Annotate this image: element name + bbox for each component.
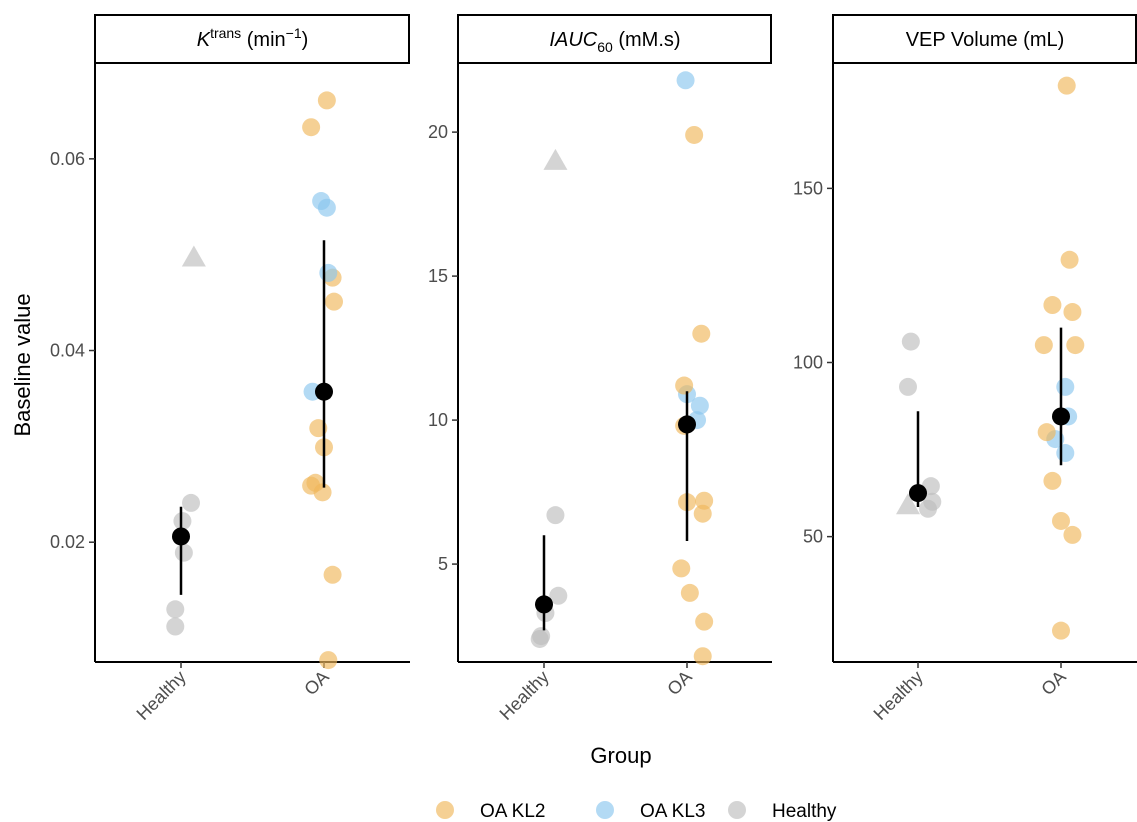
- panel-title-sup: −1: [286, 25, 302, 41]
- x-tick-label: Healthy: [496, 667, 553, 724]
- y-tick-label: 0.04: [50, 341, 85, 361]
- data-point: [692, 324, 711, 343]
- data-point: [693, 647, 712, 666]
- data-point: [323, 565, 342, 584]
- data-point-triangle: [543, 148, 568, 170]
- panel-3: VEP Volume (mL) 50 100 150 Healthy OA: [793, 14, 1137, 724]
- y-tick-label: 15: [428, 266, 448, 286]
- data-point: [923, 492, 942, 511]
- x-tick-label: OA: [663, 667, 696, 700]
- data-point: [1043, 471, 1062, 490]
- summary-median-point: [535, 595, 553, 614]
- summary-median-point: [172, 527, 190, 546]
- panel-title-text: VEP Volume (mL): [906, 29, 1065, 51]
- data-point: [174, 543, 193, 562]
- y-tick-label: 150: [793, 178, 823, 198]
- data-point: [532, 627, 551, 646]
- data-point: [173, 512, 192, 531]
- data-point: [695, 612, 714, 631]
- data-point: [1063, 525, 1082, 544]
- y-tick-label: 10: [428, 410, 448, 430]
- panel-strip: [457, 14, 772, 64]
- y-tick-label: 0.06: [50, 149, 85, 169]
- data-point-triangle: [895, 493, 920, 515]
- panel-strip: [832, 14, 1137, 64]
- data-point: [546, 506, 565, 525]
- legend-label: OA KL2: [480, 801, 546, 822]
- data-point: [302, 118, 321, 137]
- panel-title-sup: trans: [210, 25, 241, 41]
- panel-title: Ktrans (min−1): [197, 25, 309, 51]
- data-point: [1066, 336, 1085, 355]
- x-axis-label: Group: [590, 743, 651, 768]
- data-point: [1037, 423, 1056, 442]
- y-tick-label: 100: [793, 353, 823, 373]
- data-point: [1052, 511, 1070, 530]
- data-point: [1057, 76, 1076, 95]
- panel-2: IAUC60 (mM.s) 5 10 15 20 Healthy OA: [428, 14, 772, 724]
- summary-median-point: [678, 415, 696, 434]
- data-point: [680, 583, 699, 602]
- data-point: [675, 376, 694, 395]
- summary-median-point: [1052, 407, 1070, 426]
- data-point: [166, 617, 185, 636]
- panel-title-close: ): [302, 29, 309, 51]
- legend: OA KL2 OA KL3 Healthy: [436, 801, 837, 822]
- data-point: [306, 473, 325, 492]
- x-tick-label: OA: [300, 667, 333, 700]
- panel-title-text: (mM.s): [613, 29, 681, 51]
- data-point: [1060, 250, 1079, 269]
- legend-key: [436, 801, 454, 819]
- panel-title: IAUC60 (mM.s): [549, 29, 680, 55]
- data-point: [1034, 336, 1053, 355]
- panel-title-var: K: [197, 29, 212, 51]
- y-tick-label: 5: [438, 554, 448, 574]
- y-tick-label: 20: [428, 122, 448, 142]
- data-point: [166, 600, 185, 619]
- data-point: [182, 493, 201, 512]
- y-tick-label: 0.02: [50, 532, 85, 552]
- panel-title-sub: 60: [597, 39, 613, 55]
- legend-label: OA KL3: [640, 801, 706, 822]
- data-point: [317, 91, 336, 110]
- data-point: [676, 71, 695, 90]
- data-point: [1063, 303, 1082, 322]
- data-point: [319, 651, 338, 670]
- data-point: [1052, 621, 1070, 640]
- legend-key: [596, 801, 614, 819]
- data-point: [898, 377, 917, 396]
- x-tick-label: Healthy: [870, 667, 927, 724]
- panel-title-var: IAUC: [549, 29, 597, 51]
- data-point: [1043, 296, 1062, 315]
- data-point: [325, 292, 344, 311]
- panel-title: VEP Volume (mL): [906, 29, 1065, 51]
- data-point: [672, 559, 691, 578]
- data-point: [319, 263, 338, 282]
- legend-label: Healthy: [772, 801, 837, 822]
- data-point: [312, 192, 331, 211]
- data-point: [685, 125, 704, 144]
- panel-strip: [94, 14, 410, 64]
- x-tick-label: OA: [1037, 667, 1070, 700]
- summary-median-point: [315, 382, 333, 401]
- data-point: [1056, 377, 1075, 396]
- data-point: [695, 491, 714, 510]
- summary-median-point: [909, 484, 927, 503]
- data-point: [690, 396, 709, 415]
- panel-1: Ktrans (min−1) 0.02 0.04 0.06 Healthy OA: [50, 14, 410, 724]
- data-point: [901, 332, 920, 351]
- panel-title-text: (min: [241, 29, 285, 51]
- x-tick-label: Healthy: [133, 667, 190, 724]
- data-point-triangle: [181, 245, 206, 267]
- legend-key: [728, 801, 746, 819]
- y-tick-label: 50: [803, 527, 823, 547]
- y-axis-label: Baseline value: [10, 293, 35, 436]
- data-point: [549, 586, 568, 605]
